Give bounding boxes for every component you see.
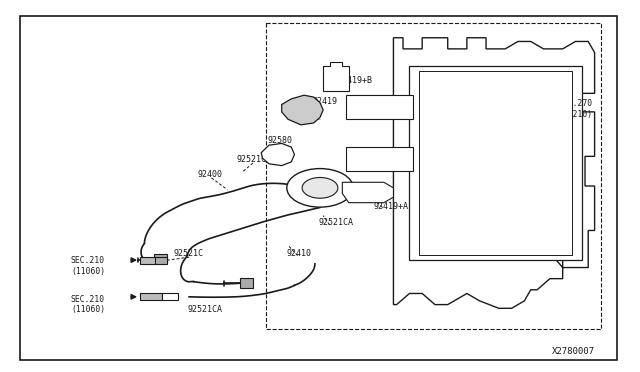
Polygon shape bbox=[323, 62, 349, 92]
Bar bbox=[419, 71, 572, 254]
Polygon shape bbox=[261, 143, 294, 166]
Text: 92580: 92580 bbox=[268, 136, 292, 145]
Bar bbox=[163, 294, 178, 300]
Bar bbox=[140, 294, 163, 300]
Bar bbox=[410, 65, 582, 260]
Text: SEC.270
(27210): SEC.270 (27210) bbox=[558, 99, 593, 119]
Circle shape bbox=[287, 169, 353, 207]
Bar bbox=[346, 147, 413, 171]
Bar bbox=[240, 278, 253, 288]
Text: X2780007: X2780007 bbox=[552, 347, 595, 356]
Text: 92419+A: 92419+A bbox=[373, 202, 408, 211]
Circle shape bbox=[302, 177, 338, 198]
Bar bbox=[346, 95, 413, 119]
Text: SEC.210
(11060): SEC.210 (11060) bbox=[71, 256, 105, 276]
Bar bbox=[140, 257, 156, 264]
Text: 92419: 92419 bbox=[312, 97, 337, 106]
Text: 92521CA: 92521CA bbox=[319, 218, 354, 227]
Text: 92521CA: 92521CA bbox=[187, 305, 222, 314]
Bar bbox=[154, 254, 167, 263]
Text: SEC.210
(11060): SEC.210 (11060) bbox=[71, 295, 105, 314]
Text: 92410: 92410 bbox=[287, 249, 312, 258]
Bar bbox=[266, 23, 601, 329]
Text: 92521C: 92521C bbox=[237, 155, 267, 164]
Text: 92400: 92400 bbox=[197, 170, 222, 179]
Text: 92419+B: 92419+B bbox=[338, 76, 373, 85]
Polygon shape bbox=[394, 38, 595, 308]
Bar bbox=[156, 257, 167, 264]
Text: 92521C: 92521C bbox=[173, 249, 203, 258]
Polygon shape bbox=[342, 182, 394, 203]
Polygon shape bbox=[282, 95, 323, 125]
